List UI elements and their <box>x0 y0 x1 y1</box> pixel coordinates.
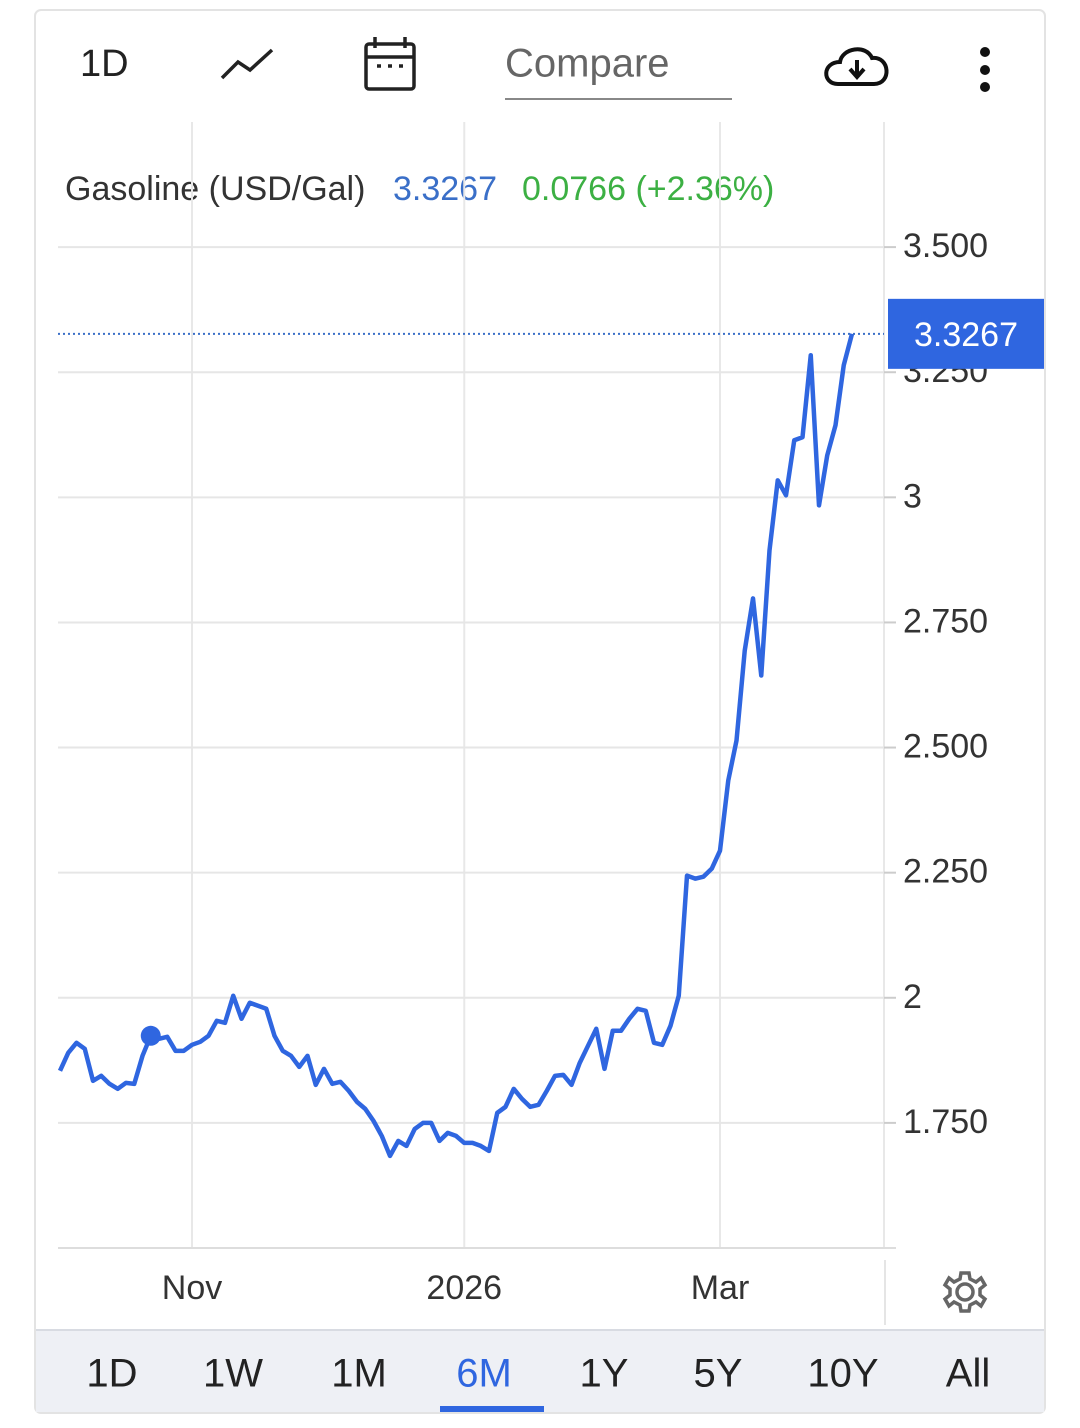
more-menu[interactable] <box>980 47 990 92</box>
x-tick-label: Nov <box>162 1269 222 1307</box>
range-button[interactable]: 1Y <box>580 1352 629 1396</box>
interval-button[interactable]: 1D <box>80 43 129 85</box>
card <box>34 9 1046 1414</box>
event-marker[interactable] <box>140 1025 161 1046</box>
y-tick-label: 1.750 <box>903 1103 988 1141</box>
price-line <box>57 333 855 1159</box>
range-button[interactable]: 1W <box>203 1352 263 1396</box>
range-button[interactable]: 1D <box>86 1352 137 1396</box>
range-button[interactable]: 5Y <box>694 1352 743 1396</box>
x-tick-label: Mar <box>691 1269 750 1307</box>
settings-icon[interactable] <box>942 1271 988 1313</box>
last-price-tag <box>888 298 1044 369</box>
range-bar <box>36 1330 1044 1412</box>
series-price: 3.3267 <box>393 170 497 208</box>
series-name: Gasoline (USD/Gal) <box>65 170 365 208</box>
y-tick-label: 3 <box>903 477 922 515</box>
chart-type-icon[interactable] <box>220 48 274 80</box>
range-button[interactable]: 10Y <box>807 1352 878 1396</box>
range-button[interactable]: 1M <box>331 1352 387 1396</box>
last-price-label: 3.3267 <box>914 316 1018 354</box>
range-selected-underline <box>440 1406 544 1412</box>
calendar-icon[interactable] <box>364 37 416 91</box>
y-tick-label: 3.500 <box>903 227 988 265</box>
download-icon[interactable] <box>824 47 889 86</box>
y-tick-label: 2 <box>903 978 922 1016</box>
series-change: 0.0766 (+2.36%) <box>522 170 774 208</box>
compare-input[interactable]: Compare <box>505 42 670 86</box>
range-button[interactable]: All <box>946 1352 990 1396</box>
y-tick-label: 2.250 <box>903 853 988 891</box>
y-tick-label: 2.500 <box>903 728 988 766</box>
y-tick-label: 2.750 <box>903 602 988 640</box>
range-button[interactable]: 6M <box>456 1352 512 1396</box>
x-tick-label: 2026 <box>426 1269 502 1307</box>
